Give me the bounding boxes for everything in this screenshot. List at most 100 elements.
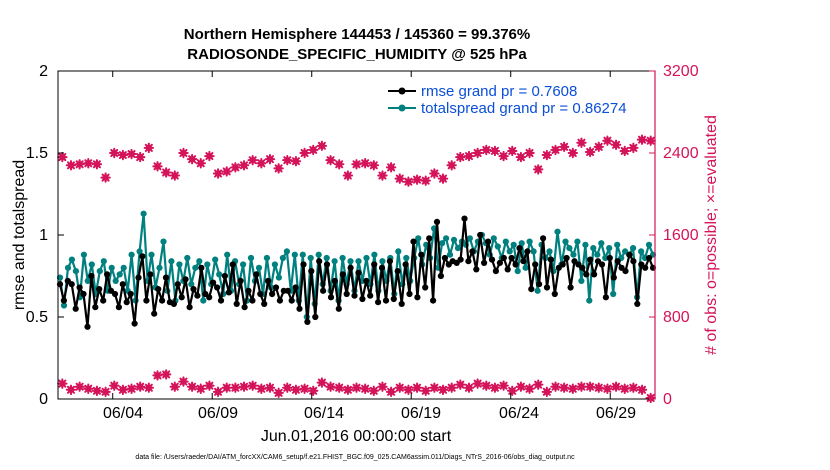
obs-possible-marker — [636, 134, 648, 145]
obs-evaluated-marker — [420, 385, 431, 396]
totalspread-point — [574, 238, 581, 245]
obs-evaluated-marker — [282, 382, 293, 393]
obs-possible-marker — [437, 173, 449, 184]
rmse-point — [410, 238, 417, 245]
obs-evaluated-marker-ring — [578, 383, 585, 390]
rmse-point — [390, 295, 397, 303]
obs-evaluated-marker-ring — [465, 384, 473, 391]
totalspread-point — [586, 297, 593, 304]
totalspread-point — [84, 277, 91, 284]
obs-possible-marker — [83, 158, 94, 169]
totalspread-point — [590, 245, 597, 252]
totalspread-point — [339, 254, 346, 262]
rmse-point — [308, 268, 315, 275]
rmse-point — [241, 304, 248, 311]
rmse-point — [320, 287, 327, 294]
obs-possible-marker-ring — [249, 156, 256, 164]
y-left-tick-label: 1.5 — [26, 145, 48, 162]
rmse-point — [151, 310, 158, 317]
obs-possible-marker — [264, 153, 276, 165]
rmse-point — [178, 294, 185, 301]
obs-possible-marker — [558, 141, 570, 153]
obs-possible-marker-ring — [102, 174, 109, 181]
y-right-tick-label: 0 — [663, 391, 672, 408]
rmse-point — [461, 215, 468, 222]
obs-possible-marker-ring — [431, 170, 438, 177]
rmse-point — [135, 274, 142, 281]
rmse-point — [119, 281, 126, 288]
obs-possible-marker — [429, 168, 440, 179]
obs-evaluated-marker — [273, 387, 284, 399]
rmse-point — [214, 284, 221, 291]
obs-possible-marker-ring — [361, 160, 369, 167]
obs-possible-marker — [333, 159, 345, 170]
chart-title-line1: Northern Hemisphere 144453 / 145360 = 99… — [184, 26, 530, 43]
obs-evaluated-marker — [126, 383, 137, 394]
obs-possible-marker-ring — [370, 162, 378, 169]
obs-possible-marker — [273, 163, 284, 174]
obs-possible-marker-ring — [569, 149, 577, 157]
legend-rmse-label: rmse grand pr = 0.7608 — [421, 83, 577, 100]
obs-possible-marker-ring — [439, 175, 447, 182]
x-tick-label: 06/09 — [198, 405, 238, 422]
obs-evaluated-marker — [256, 383, 267, 394]
obs-possible-marker-ring — [586, 148, 594, 156]
rmse-point — [359, 295, 366, 303]
rmse-point — [139, 253, 146, 260]
rmse-point — [477, 231, 484, 239]
rmse-point — [591, 271, 598, 278]
rmse-point — [406, 290, 413, 298]
y-right-axis-label: # of obs: o=possible; ×=evaluated — [703, 115, 720, 355]
legend-rmse-marker — [398, 87, 406, 95]
obs-possible-marker-ring — [526, 149, 533, 157]
obs-possible-marker — [247, 154, 258, 166]
chart-title-line2: RADIOSONDE_SPECIFIC_HUMIDITY @ 525 hPa — [187, 46, 527, 63]
totalspread-point — [271, 261, 278, 268]
totalspread-point — [506, 248, 513, 255]
rmse-point — [622, 268, 629, 275]
obs-possible-marker — [152, 161, 163, 172]
totalspread-line — [58, 212, 655, 319]
rmse-point — [642, 264, 649, 271]
obs-possible-marker-ring — [154, 163, 161, 170]
obs-evaluated-marker — [152, 370, 163, 381]
rmse-point — [68, 281, 75, 288]
obs-evaluated-marker-ring — [344, 386, 352, 393]
obs-possible-marker — [420, 175, 431, 186]
obs-possible-marker-ring — [413, 176, 421, 183]
totalspread-point — [466, 235, 473, 242]
obs-possible-marker-ring — [517, 153, 525, 161]
obs-possible-marker-ring — [621, 147, 628, 155]
obs-possible-marker — [498, 150, 509, 162]
obs-possible-marker-ring — [266, 155, 274, 163]
obs-evaluated-marker — [74, 381, 85, 392]
obs-evaluated-marker-ring — [223, 384, 230, 391]
obs-evaluated-marker — [169, 381, 181, 392]
rmse-point — [433, 218, 441, 225]
rmse-point — [382, 297, 390, 304]
rmse-point — [634, 300, 641, 307]
rmse-point — [84, 323, 91, 330]
obs-possible-marker-ring — [301, 149, 308, 157]
obs-possible-marker — [65, 160, 77, 171]
obs-possible-marker-ring — [93, 161, 101, 168]
obs-possible-marker — [628, 142, 639, 154]
rmse-point — [626, 251, 633, 258]
obs-evaluated-marker — [178, 376, 189, 387]
totalspread-point — [454, 245, 462, 252]
obs-possible-marker — [602, 135, 613, 146]
rmse-point — [414, 294, 421, 301]
y-left-tick-label: 2 — [39, 63, 48, 80]
rmse-point — [488, 256, 496, 263]
obs-evaluated-marker — [308, 385, 319, 396]
obs-evaluated-marker — [212, 386, 224, 398]
totalspread-point — [578, 277, 585, 284]
totalspread-point — [606, 245, 613, 252]
obs-possible-marker — [377, 170, 388, 181]
obs-evaluated-marker-ring — [162, 371, 170, 378]
obs-evaluated-marker-ring — [517, 383, 525, 390]
rmse-point — [485, 238, 492, 245]
rmse-point — [194, 292, 201, 299]
obs-evaluated-marker-ring — [292, 386, 300, 393]
totalspread-point — [594, 251, 601, 258]
